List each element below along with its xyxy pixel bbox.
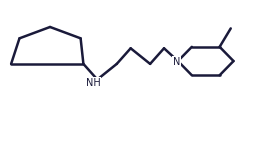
Text: N: N: [173, 57, 180, 67]
Text: NH: NH: [86, 78, 101, 88]
